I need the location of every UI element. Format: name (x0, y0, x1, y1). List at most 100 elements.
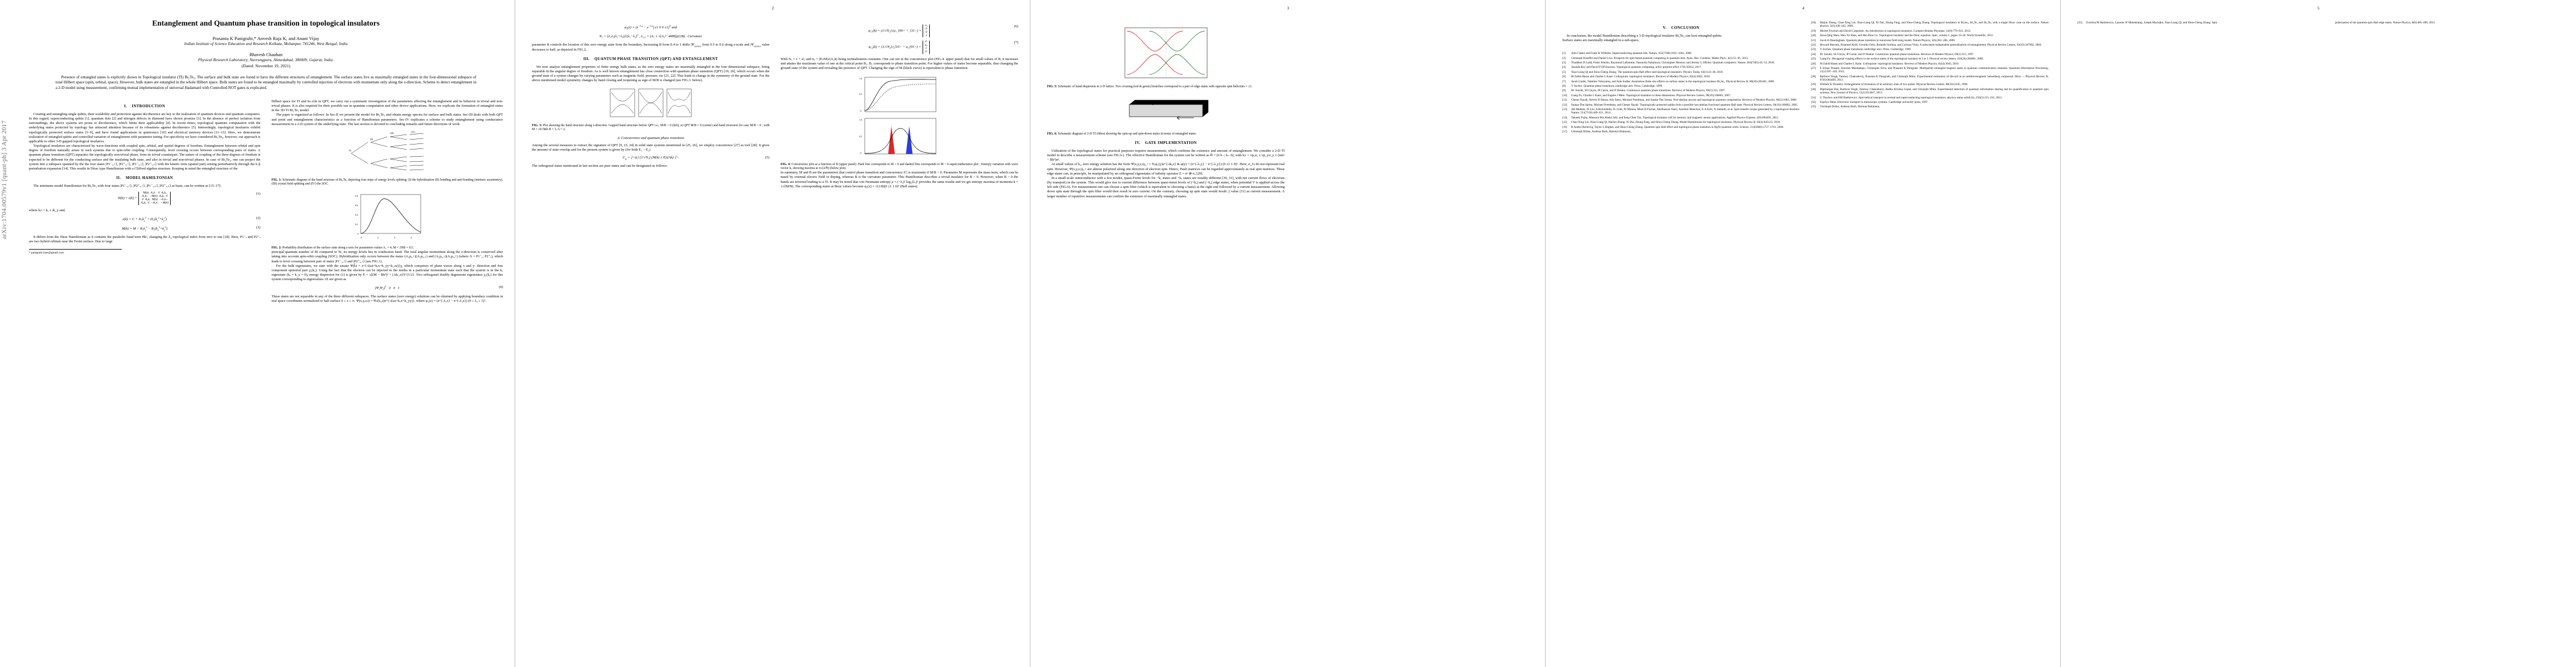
authors-line-1: Prasanta K Panigrahi,* Anvesh Raja K, an… (212, 36, 320, 41)
equation-phi: φ₂(z) = (e−λ₁z − e−λ₂z) (1 0 0 ±1)T and (624, 24, 677, 30)
page-2-columns: φ₂(z) = (e−λ₁z − e−λ₂z) (1 0 0 ±1)T and … (532, 21, 1018, 649)
reference-number: [30] (1811, 87, 1816, 91)
svg-text:6: 6 (411, 236, 412, 239)
equation-number: (2) (256, 216, 261, 220)
svg-text:0.6: 0.6 (355, 204, 358, 207)
page-3-columns: FIG. 5: Schematic of band dispersion in … (1047, 21, 1533, 649)
column-2: Hilbert space for TI and its role in QPT… (272, 99, 504, 633)
svg-text:0: 0 (860, 152, 861, 155)
references-list-part-4: polarization of the quantum spin Hall ed… (2326, 21, 2564, 24)
reference-text: William K Wootters. Entanglement of form… (1820, 83, 1968, 87)
figure-6-text: Schematic diagram of 2-D TI ribbon showi… (1058, 132, 1197, 136)
column-1: φ₂(z) = (e−λ₁z − e−λ₂z) (1 0 0 ±1)T and … (532, 21, 770, 649)
probability-distribution-plot: 0.8 0.6 0.4 0.2 0 0 2 4 6 (355, 194, 421, 239)
reference-number: [16] (1562, 125, 1567, 129)
figure-6: FIG. 6: Schematic diagram of 2-D TI ribb… (1047, 93, 1285, 136)
reference-item: [26] M Zahid Hasan and Charles L Kane. Co… (1811, 62, 2049, 66)
reference-text: Jacob A Dunningham. Quantum phase transi… (1820, 38, 1956, 42)
reference-number: [13] (1562, 107, 1567, 111)
reference-item: [3] Thaddeus D Ladd, Fedor Jelezko, Raymo… (1562, 61, 1800, 64)
reference-number: [14] (1562, 116, 1567, 120)
svg-text:4: 4 (394, 236, 395, 239)
equation-number: (3) (256, 225, 261, 230)
paragraph: where k± = kₓ ± ik_y and, (29, 208, 66, 212)
reference-item: [30] Diptiranjan Das, Barbicer Singh, Tan… (1811, 88, 2049, 95)
reference-text: Howard Barnum, Emanuel Knill, Gerardo Or… (1820, 43, 2042, 47)
column-1: [35] Ewelina M Hankiewicz, Laurens W Mole… (2077, 21, 2315, 649)
subsection-heading-concurrence: A. Concurrence and quantum phase transit… (617, 136, 684, 141)
date-line: (Dated: November 19, 2021) (241, 63, 291, 68)
reference-number: [4] (1562, 66, 1566, 69)
reference-text: Shou-Qing Shen, Wen-Yu Shan, and Hai-Zho… (1820, 34, 1994, 38)
reference-number: [27] (1811, 66, 1816, 70)
reference-text: Thaddeus D Ladd, Fedor Jelezko, Raymond … (1571, 61, 1775, 65)
footnote: * panigrahi.iiser@gmail.com (29, 248, 122, 255)
svg-text:(I): (I) (349, 149, 352, 152)
paragraph: parameter B controls the location of thi… (532, 42, 770, 52)
reference-number: [8] (1562, 84, 1566, 88)
figure-5-text: Schematic of band dispersion in 2-D latt… (1058, 85, 1253, 89)
svg-text:1.0: 1.0 (859, 77, 862, 80)
reference-text: Michel Fruchart and David Carpentier. An… (1820, 29, 1971, 33)
band-structure-diagram: (I) (II) (III) (IV) (349, 131, 423, 171)
reference-text: polarization of the quantum spin Hall ed… (2335, 21, 2436, 24)
svg-text:0.4: 0.4 (355, 213, 358, 216)
reference-item: [33] Christoph Brüne, Andreas Roth, Hartm… (1811, 105, 2049, 108)
reference-item: [18] Haijun Zhang, Chao-Xing Liu, Xiao-Li… (1811, 21, 2049, 28)
title-block: Entanglement and Quantum phase transitio… (29, 19, 503, 68)
reference-text: Y Sochev. Quantum phase transitions camb… (1820, 48, 1912, 52)
reference-text: Y Sochev. Quantum phase transitions camb… (1571, 84, 1663, 88)
section-heading-introduction: I. INTRODUCTION (29, 104, 261, 109)
equation-1: H(k) = ε(k) + M(k) A₁k₋ 0 A₀kₒ A₁k₊ −M(k… (118, 191, 261, 205)
section-heading-model-hamiltonian: II. MODEL HAMILTONIAN (29, 176, 261, 181)
reference-number: [22] (1811, 43, 1816, 47)
section-heading-gate-implementation: IV. GATE IMPLEMENTATION (1047, 141, 1285, 146)
paragraph: In summary, M and B are the parameters t… (780, 171, 1019, 188)
reference-item: [16] B Andrei Bernevig, Taylor L Hughes, … (1562, 126, 1800, 129)
reference-number: [17] (1562, 130, 1567, 133)
paragraph: The paper is organized as follows: In Se… (271, 113, 504, 126)
paragraph: With Nₓ = 1 + a²ₓ and nₓ = (E±M)/(A₁k) b… (780, 57, 1019, 71)
reference-item: [14] Takashi Fujita, Mansoor Bin Abdul Ja… (1562, 116, 1800, 120)
reference-text: Chao-Xing Liu, Xiao-Liang Qi, HaiJun Zha… (1571, 121, 1781, 125)
references-list-part-3: [35] Ewelina M Hankiewicz, Laurens W Mole… (2077, 21, 2315, 24)
reference-text: Christoph Brüne, Andreas Roth, Hartmut B… (1820, 105, 1880, 109)
section-number: I. (124, 104, 127, 108)
reference-number: [3] (1562, 61, 1566, 65)
matrix-hamiltonian: M(k) A₁k₋ 0 A₀kₒ A₁k₊ −M(k) A₀kₒ 0 0 A₀k… (138, 191, 171, 205)
section-title: QUANTUM PHASE TRANSITION (QPT) AND ENTAN… (594, 57, 718, 61)
reference-item: polarization of the quantum spin Hall ed… (2326, 21, 2564, 24)
reference-text: Ananda Roy and David P DiVincenzo. Topol… (1571, 66, 1702, 69)
paragraph: We now analyse entanglement properties o… (532, 64, 770, 83)
reference-item: [19] Michel Fruchart and David Carpentier… (1811, 29, 2049, 33)
reference-text: M Zahid Hasan and Charles L Kane. Colloq… (1571, 75, 1711, 79)
paragraph: Utilization of the topological states fo… (1047, 148, 1285, 162)
reference-item: [2] Christoph Kloeffel and Daniel Loss. P… (1562, 57, 1800, 60)
reference-number: [21] (1811, 38, 1816, 42)
reference-item: [25] Liang Fu. Hexagonal warping effects … (1811, 57, 2049, 61)
reference-number: [1] (1562, 52, 1566, 56)
equation-number: (6) (1014, 24, 1018, 28)
figure-6-caption: FIG. 6: Schematic diagram of 2-D TI ribb… (1047, 132, 1285, 136)
paragraph: Creating and entangling single qubits, t… (29, 112, 261, 143)
figure-5: FIG. 5: Schematic of band dispersion in … (1047, 26, 1285, 89)
reference-item: [20] Shou-Qing Shen, Wen-Yu Shan, and Hai… (1811, 34, 2049, 37)
reference-text: E Srinas Prasath, Sreeram Mandadapu, Chr… (1820, 66, 2049, 74)
reference-number: [12] (1562, 103, 1567, 107)
column-2: [18] Haijun Zhang, Chao-Xing Liu, Xiao-Li… (1811, 21, 2049, 649)
figure-3-caption: FIG. 3: Plot showing the band structure … (532, 124, 770, 132)
reference-number: [19] (1811, 29, 1816, 33)
section-number: V. (1662, 26, 1667, 30)
paragraph: These states are not separable in any of… (271, 294, 504, 303)
reference-text: Chetan Nayak, Steven H Simon, Ady Stern,… (1571, 98, 1797, 102)
reference-number: [6] (1562, 75, 1566, 79)
column-1: FIG. 5: Schematic of band dispersion in … (1047, 21, 1285, 649)
reference-text: Sankar Das Sarma, Michael Freedman, and … (1571, 103, 1798, 107)
reference-number (2326, 21, 2335, 24)
section-title: GATE IMPLEMENTATION (1145, 141, 1197, 145)
column-1: I. INTRODUCTION Creating and entangling … (29, 99, 261, 633)
svg-text:(III): (III) (390, 132, 394, 135)
reference-number: [25] (1811, 57, 1816, 61)
reference-number: [23] (1811, 48, 1816, 52)
